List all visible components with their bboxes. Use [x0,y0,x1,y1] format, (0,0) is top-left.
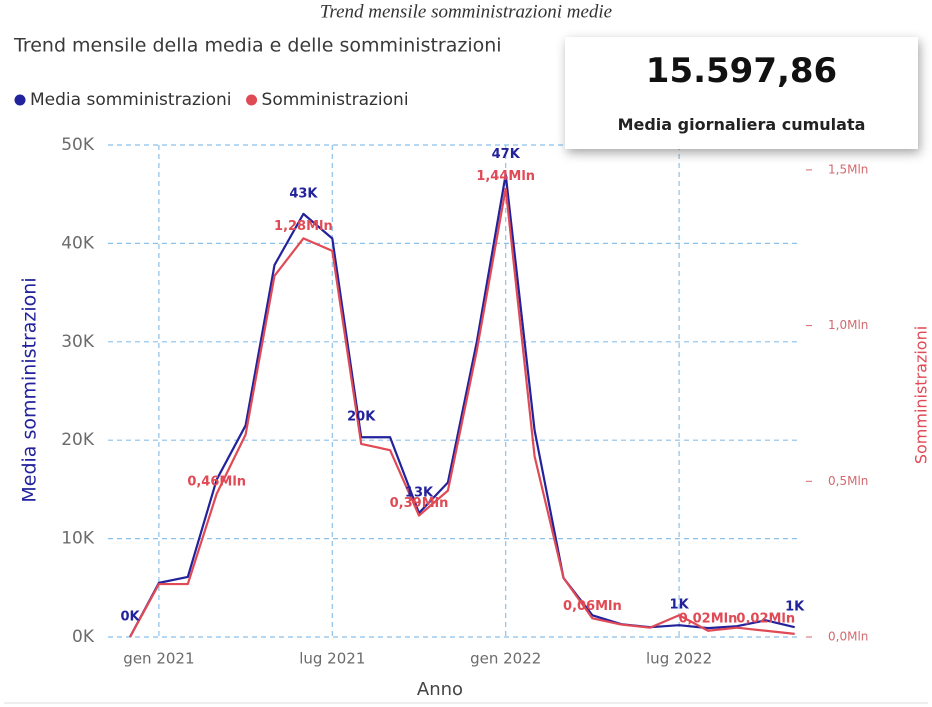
y-tick-label: 20K [61,430,95,450]
y2-tick-label: 1,5Mln [828,162,868,176]
series-line [129,173,795,638]
y2-axis-title: Somministrazioni [912,326,931,464]
y2-tick-label: 1,0Mln [828,318,868,332]
legend-label: Media somministrazioni [30,90,232,110]
caption: Trend mensile somministrazioni medie [320,1,612,22]
kpi-card: 15.597,86 Media giornaliera cumulata [565,37,918,149]
y2-tick-label: 0,0Mln [828,630,868,644]
series-line [129,187,795,638]
y-tick-label: 30K [61,332,95,352]
chart-title: Trend mensile della media e delle sommin… [13,35,502,57]
data-label: 1,44Mln [476,169,535,184]
data-label: 0,46Mln [187,474,246,489]
kpi-value: 15.597,86 [645,51,838,91]
kpi-label: Media giornaliera cumulata [617,115,866,134]
x-tick-label: gen 2022 [470,650,541,668]
data-label: 0,06Mln [563,599,622,614]
data-label: 1K [785,600,805,615]
legend-marker [246,94,258,106]
y-tick-label: 10K [61,529,95,549]
data-label: 47K [492,147,521,162]
legend-marker [14,94,26,106]
y2-tick-label: 0,5Mln [828,474,868,488]
data-label: 13K [405,486,434,501]
data-label: 20K [347,410,376,425]
x-tick-label: gen 2021 [123,650,194,668]
data-label: 0,02Mln [679,611,738,626]
data-label: 0,39Mln [390,496,449,511]
data-label: 1,28Mln [274,219,333,234]
data-label: 1K [670,598,690,613]
data-label: 43K [289,186,318,201]
x-tick-label: lug 2021 [299,650,365,668]
y-tick-label: 40K [61,233,95,253]
x-tick-label: lug 2022 [646,650,712,668]
y-tick-label: 0K [72,627,95,647]
x-axis-title: Anno [417,679,463,700]
data-label: 0,02Mln [736,611,795,626]
data-label: 0K [120,610,140,625]
legend-label: Somministrazioni [262,90,409,110]
y-axis-title: Media somministrazioni [19,277,41,502]
y-tick-label: 50K [61,135,95,155]
